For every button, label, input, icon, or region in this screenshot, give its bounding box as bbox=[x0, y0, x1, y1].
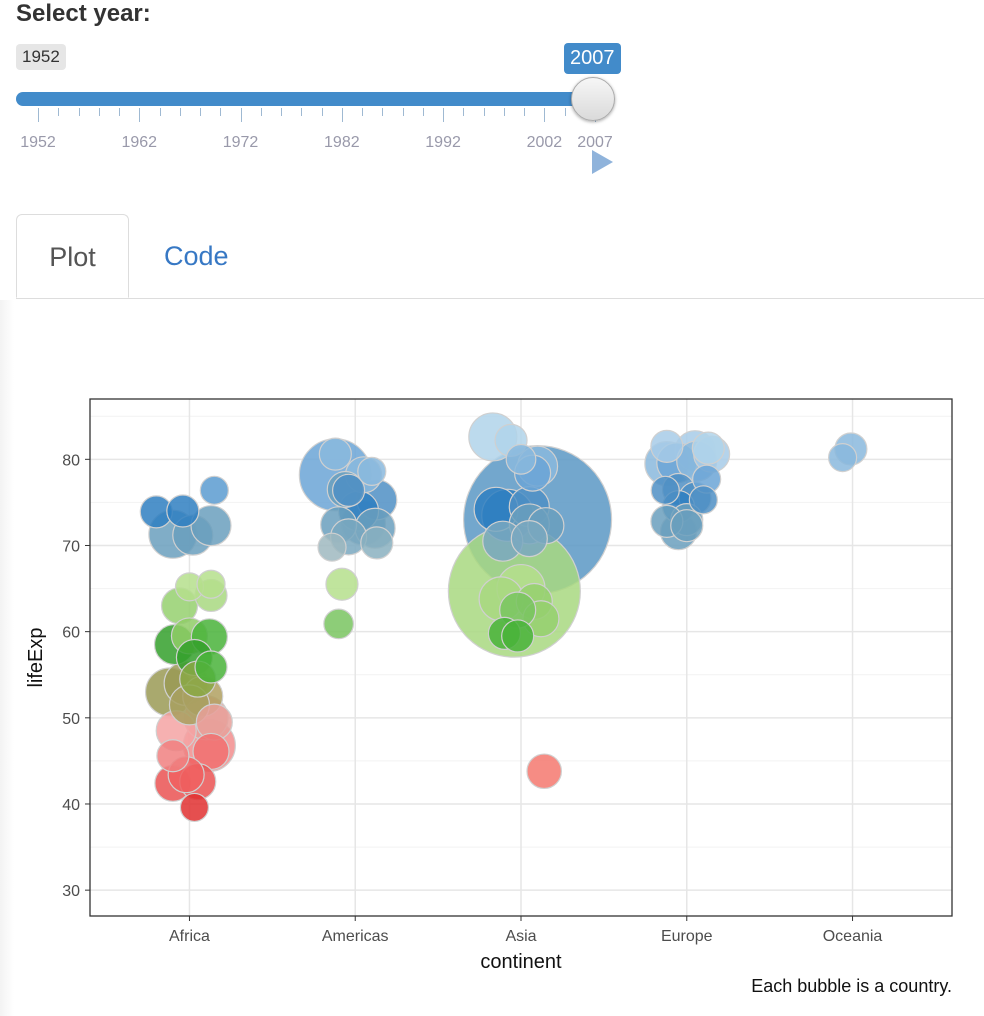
data-bubble bbox=[332, 473, 366, 507]
slider-tick-label: 2002 bbox=[526, 134, 563, 151]
data-bubble bbox=[688, 485, 718, 515]
slider-tick bbox=[78, 108, 80, 116]
slider-tick bbox=[321, 108, 323, 116]
slider-tick bbox=[38, 108, 39, 122]
slider-handle[interactable] bbox=[571, 77, 615, 121]
slider-tick bbox=[220, 108, 222, 116]
slider-track[interactable] bbox=[16, 92, 592, 106]
slider-tick bbox=[524, 108, 526, 116]
slider-tick bbox=[362, 108, 364, 116]
slider-tick bbox=[564, 108, 566, 116]
slider-tick bbox=[341, 108, 343, 122]
slider-tick bbox=[402, 108, 404, 116]
x-tick-label: Europe bbox=[661, 928, 713, 945]
data-bubble bbox=[199, 475, 229, 505]
slider-tick-label: 1952 bbox=[20, 134, 56, 151]
y-tick-label: 50 bbox=[62, 711, 80, 728]
tab-code[interactable]: Code bbox=[164, 241, 229, 271]
slider-tick bbox=[260, 108, 262, 116]
y-tick-label: 40 bbox=[62, 797, 80, 814]
bubble-chart: 30 40 50 60 70 80 Africa Americas Asia Europe Ocea… bbox=[25, 398, 953, 973]
slider-tick bbox=[483, 108, 485, 116]
data-bubble bbox=[501, 619, 535, 653]
slider-tick bbox=[119, 108, 121, 116]
panel-shadow bbox=[0, 300, 14, 1016]
data-bubble bbox=[526, 753, 563, 790]
chart-caption: Each bubble is a country. bbox=[751, 976, 952, 996]
page-title: Select year: bbox=[16, 0, 151, 27]
data-bubble bbox=[325, 567, 359, 601]
slider-tick bbox=[200, 108, 202, 116]
x-axis-title: continent bbox=[480, 951, 562, 973]
data-bubble bbox=[156, 739, 190, 773]
slider-tick-label: 1972 bbox=[222, 134, 259, 151]
slider-tick bbox=[58, 108, 60, 116]
slider-tick-label: 2007 bbox=[577, 134, 613, 151]
slider-tick bbox=[443, 108, 445, 122]
slider-tick bbox=[98, 108, 100, 116]
y-tick-label: 60 bbox=[62, 625, 80, 642]
y-tick-label: 70 bbox=[62, 538, 80, 555]
y-axis-title: lifeExp bbox=[25, 627, 47, 687]
slider-tick-label: 1962 bbox=[121, 134, 158, 151]
slider-value-label: 2007 bbox=[564, 43, 621, 74]
data-bubble bbox=[179, 792, 210, 823]
data-bubble bbox=[691, 431, 725, 465]
data-bubble bbox=[166, 494, 200, 528]
data-bubble bbox=[827, 442, 858, 473]
data-bubble bbox=[510, 519, 548, 558]
y-tick-label: 80 bbox=[62, 452, 80, 469]
slider-tick bbox=[179, 108, 181, 116]
data-bubble bbox=[357, 456, 387, 486]
slider-tick bbox=[281, 108, 283, 116]
data-bubble bbox=[317, 532, 347, 562]
slider-tick bbox=[503, 108, 505, 116]
x-tick-label: Africa bbox=[169, 928, 210, 945]
slider-tick-label: 1982 bbox=[324, 134, 360, 151]
data-bubble bbox=[318, 437, 352, 471]
slider-tick bbox=[139, 108, 141, 122]
tab-bar: Plot Code bbox=[16, 214, 984, 299]
tab-plot[interactable]: Plot bbox=[16, 214, 129, 298]
slider-tick bbox=[544, 108, 546, 122]
slider-tick bbox=[382, 108, 384, 116]
data-bubble bbox=[670, 509, 704, 543]
play-icon[interactable] bbox=[592, 150, 613, 174]
x-tick-label: Oceania bbox=[823, 928, 883, 945]
slider-min-label: 1952 bbox=[16, 44, 66, 70]
data-bubble bbox=[650, 475, 680, 505]
slider-tick bbox=[463, 108, 465, 116]
data-bubble bbox=[360, 526, 394, 560]
x-tick-label: Asia bbox=[505, 928, 536, 945]
data-bubble bbox=[323, 608, 355, 640]
data-bubble bbox=[196, 569, 226, 599]
slider-tick bbox=[301, 108, 303, 116]
y-tick-label: 30 bbox=[62, 883, 80, 900]
x-tick-label: Americas bbox=[322, 928, 389, 945]
slider-tick bbox=[422, 108, 424, 116]
data-bubble bbox=[650, 429, 684, 463]
data-bubble bbox=[190, 505, 232, 547]
slider-tick bbox=[159, 108, 161, 116]
slider-tick bbox=[240, 108, 242, 122]
data-bubble bbox=[505, 443, 537, 475]
slider-tick-label: 1992 bbox=[425, 134, 461, 151]
data-bubble bbox=[194, 650, 228, 684]
